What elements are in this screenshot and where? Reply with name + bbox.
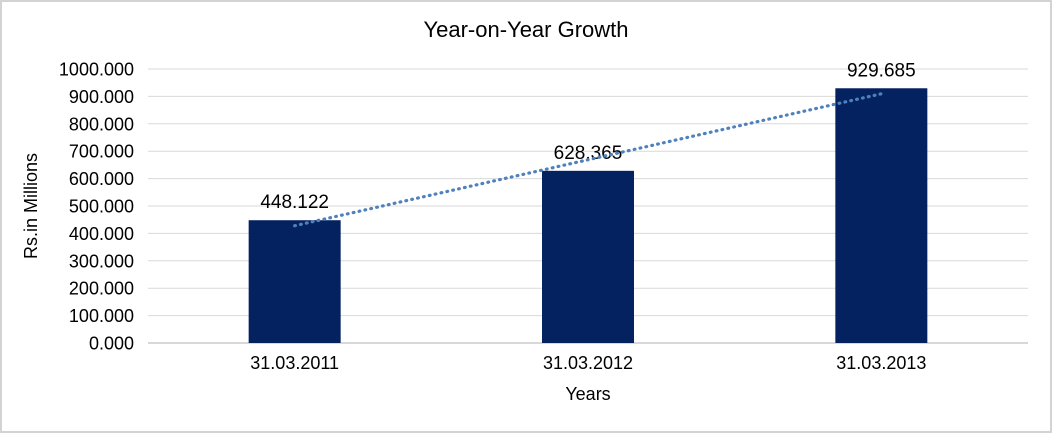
x-axis-tick-label: 31.03.2011 [250,353,339,373]
trendline [293,92,883,228]
y-axis-tick-label: 600.000 [69,169,134,189]
bar-data-label: 448.122 [260,192,329,213]
y-axis-tick-label: 400.000 [69,224,134,244]
x-axis-tick-label: 31.03.2012 [543,353,633,373]
y-axis-title: Rs.in Millions [21,153,41,259]
bar [248,220,341,343]
y-axis-tick-label: 0.000 [89,334,134,354]
bar-data-label: 628.365 [554,143,623,164]
y-axis-tick-label: 100.000 [69,306,134,326]
y-axis-tick-label: 1000.000 [59,60,134,80]
bar-data-label: 929.685 [847,60,916,81]
y-axis-tick-label: 500.000 [69,197,134,217]
x-axis-title: Years [565,384,610,404]
x-axis-tick-label: 31.03.2013 [836,353,926,373]
chart-title: Year-on-Year Growth [423,17,628,42]
bar [542,170,634,343]
y-axis-tick-label: 700.000 [69,142,134,162]
y-axis-tick-label: 200.000 [69,279,134,299]
y-axis-tick-label: 800.000 [69,114,134,134]
y-axis-tick-label: 300.000 [69,251,134,271]
bar [835,88,928,343]
y-axis-tick-label: 900.000 [69,87,134,107]
